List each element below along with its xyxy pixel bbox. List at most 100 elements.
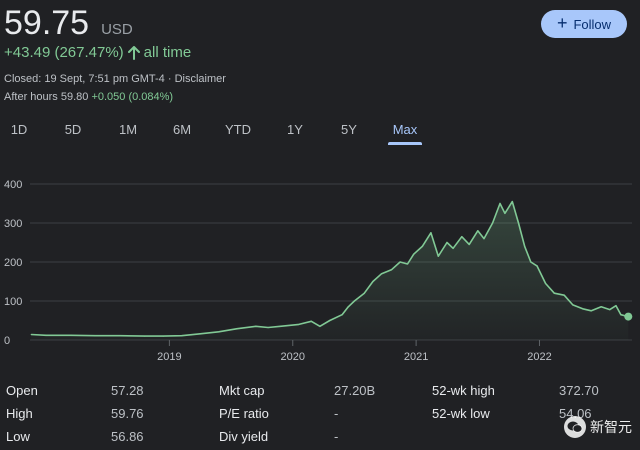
stat-low-label: Low [6, 429, 30, 444]
follow-button[interactable]: + Follow [541, 10, 627, 38]
price-point [279, 325, 282, 327]
price-point [329, 319, 331, 322]
price-point [347, 306, 349, 308]
price-point [452, 247, 454, 249]
price-point [218, 331, 220, 333]
stat-mktcap-value: 27.20B [334, 383, 376, 398]
stat-pe-value: - [334, 406, 339, 421]
wechat-icon [564, 416, 586, 438]
stat-52wk-high-value: 372.70 [559, 383, 599, 398]
x-tick-label: 2021 [404, 351, 428, 363]
tab-5y[interactable]: 5Y [341, 122, 357, 137]
price-point [437, 255, 439, 257]
price-point [477, 230, 479, 232]
tab-ytd[interactable]: YTD [225, 122, 251, 137]
price-point [310, 320, 312, 322]
price-point [45, 334, 47, 336]
price-point [530, 261, 532, 263]
price-change: +43.49 (267.47%) all time [4, 44, 191, 61]
y-tick-label: 400 [4, 179, 22, 191]
plus-icon: + [556, 13, 568, 33]
after-hours-info: After hours 59.80 +0.050 (0.084%) [4, 91, 173, 103]
price-point [615, 305, 617, 307]
price-point [492, 222, 494, 224]
price-point [341, 314, 343, 316]
after-hours-price: After hours 59.80 [4, 91, 89, 103]
price-point [399, 261, 401, 263]
price-point [162, 335, 164, 337]
price-point [236, 328, 238, 330]
currency-label: USD [101, 21, 133, 38]
after-hours-change: +0.050 (0.084%) [91, 91, 174, 103]
price-point [363, 292, 365, 294]
stat-high-label: High [6, 406, 33, 421]
tab-max[interactable]: Max [392, 122, 418, 137]
active-tab-indicator [388, 142, 422, 145]
current-price: 59.75 [4, 4, 90, 42]
y-tick-label: 200 [4, 257, 22, 269]
price-point [181, 335, 183, 337]
price-point [590, 310, 592, 312]
price-point [461, 236, 463, 238]
price-point [406, 263, 409, 265]
price-point [380, 273, 383, 275]
watermark: 新智元 [564, 416, 632, 438]
price-point [30, 333, 32, 336]
price-point [620, 314, 622, 316]
stat-open-label: Open [6, 383, 38, 398]
stat-52wk-low-value: 54.06 [559, 406, 592, 421]
tab-5d[interactable]: 5D [64, 122, 82, 137]
arrow-up-icon [127, 45, 140, 60]
price-line [31, 200, 629, 337]
stat-divyield-value: - [334, 429, 339, 444]
follow-label: Follow [573, 16, 612, 32]
price-point [119, 335, 121, 337]
y-tick-label: 300 [4, 218, 22, 230]
closed-info: Closed: 19 Sept, 7:51 pm GMT-4 · Disclai… [4, 73, 226, 85]
price-point [199, 333, 201, 335]
price-point [504, 212, 506, 214]
stat-low-value: 56.86 [111, 429, 144, 444]
price-point [600, 306, 602, 308]
price-point [553, 292, 555, 294]
tab-6m[interactable]: 6M [172, 122, 192, 137]
price-row: 59.75 USD [4, 4, 133, 44]
price-point [144, 335, 146, 337]
price-area [31, 201, 629, 340]
x-tick-label: 2022 [527, 351, 551, 363]
price-point [267, 326, 269, 329]
price-point [468, 243, 470, 246]
price-point [499, 202, 501, 205]
price-point [446, 241, 448, 244]
stat-open-value: 57.28 [111, 383, 144, 398]
price-point [563, 294, 565, 296]
price-point [582, 308, 584, 310]
stat-pe-label: P/E ratio [219, 406, 269, 421]
price-point [430, 232, 432, 234]
tab-1d[interactable]: 1D [10, 122, 28, 137]
stat-52wk-high-label: 52-wk high [432, 383, 495, 398]
stat-mktcap-label: Mkt cap [219, 383, 265, 398]
stat-high-value: 59.76 [111, 406, 144, 421]
change-period: all time [143, 44, 192, 61]
key-stats: Open 57.28 High 59.76 Low 56.86 Mkt cap … [0, 378, 640, 450]
watermark-text: 新智元 [590, 419, 632, 435]
price-point [545, 282, 547, 285]
y-tick-label: 100 [4, 296, 22, 308]
price-point [483, 238, 485, 240]
tab-1y[interactable]: 1Y [287, 122, 303, 137]
price-point [353, 300, 356, 302]
price-point [372, 280, 374, 283]
tab-1m[interactable]: 1M [118, 122, 138, 137]
stat-divyield-label: Div yield [219, 429, 269, 444]
price-chart: 0 100 200 300 400 2019 2020 2021 2022 [4, 179, 633, 363]
latest-price-marker [624, 312, 633, 321]
price-point [390, 269, 393, 271]
price-point [413, 253, 415, 255]
range-tabs: 1D 5D 1M 6M YTD 1Y 5Y Max [0, 118, 640, 148]
price-point [609, 308, 611, 311]
price-point [94, 335, 96, 337]
price-point [319, 325, 321, 327]
stat-52wk-low-label: 52-wk low [432, 406, 490, 421]
price-point [298, 323, 300, 325]
